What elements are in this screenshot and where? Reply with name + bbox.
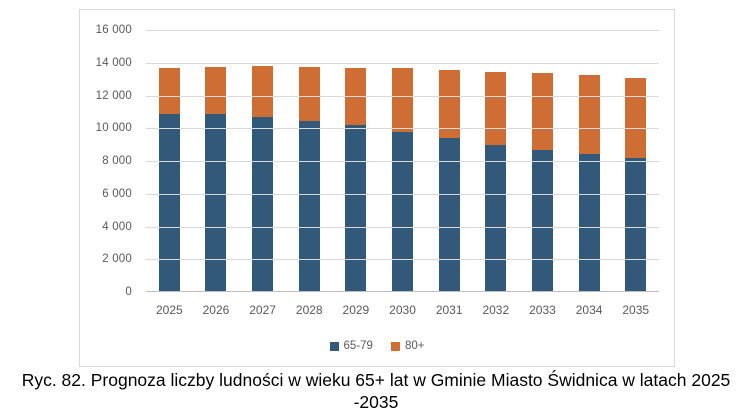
bar-segment-80+-2033 <box>531 73 553 150</box>
stacked-bar-2030 <box>392 30 414 292</box>
y-axis-tick-label: 10 000 <box>95 122 132 135</box>
stacked-bar-2034 <box>578 30 600 292</box>
stacked-bar-2032 <box>485 30 507 292</box>
figure-caption: Ryc. 82. Prognoza liczby ludności w wiek… <box>0 369 752 413</box>
x-axis-tick-label: 2026 <box>202 303 230 317</box>
chart-area: 0 2 000 4 000 6 000 8 000 10 000 12 000 14 000 1… <box>79 9 675 367</box>
bar-segment-80+-2026 <box>205 66 227 115</box>
bar-segment-65-79-2031 <box>438 138 460 292</box>
bar-segment-65-79-2035 <box>625 157 647 292</box>
bar-slot-2027 <box>239 30 286 292</box>
bar-segment-65-79-2032 <box>485 144 507 292</box>
gridline <box>146 226 659 228</box>
bar-slot-2035 <box>612 30 659 292</box>
bar-segment-80+-2034 <box>578 75 600 154</box>
bar-slot-2031 <box>426 30 473 292</box>
bar-slot-2032 <box>472 30 519 292</box>
y-axis-tick-label: 6 000 <box>102 187 132 200</box>
stacked-bar-2031 <box>438 30 460 292</box>
plot-area <box>146 30 659 292</box>
bar-segment-80+-2035 <box>625 77 647 158</box>
bar-segment-80+-2027 <box>252 66 274 117</box>
bars-container <box>146 30 659 292</box>
x-axis-tick-label: 2032 <box>482 303 510 317</box>
bar-segment-80+-2032 <box>485 71 507 145</box>
bar-slot-2028 <box>286 30 333 292</box>
x-axis-tick-label: 2025 <box>155 303 183 317</box>
stacked-bar-2028 <box>298 30 320 292</box>
bar-segment-65-79-2029 <box>345 124 367 292</box>
x-axis-tick-label: 2030 <box>389 303 416 317</box>
x-axis: 2025 2026 2027 2028 2029 2030 2031 2032 2033 2034… <box>146 302 659 318</box>
y-axis-tick-label: 4 000 <box>102 220 132 233</box>
bar-slot-2030 <box>379 30 426 292</box>
legend-label: 65-79 <box>343 340 373 352</box>
bar-slot-2034 <box>566 30 613 292</box>
bar-segment-65-79-2028 <box>298 120 320 292</box>
y-axis-tick-label: 14 000 <box>95 56 132 69</box>
stacked-bar-2035 <box>625 30 647 292</box>
figure-caption-line1: Ryc. 82. Prognoza liczby ludności w wiek… <box>21 370 731 390</box>
legend-marker-icon <box>390 341 400 351</box>
y-axis: 0 2 000 4 000 6 000 8 000 10 000 12 000 14 000 1… <box>80 24 132 298</box>
gridline <box>146 62 659 64</box>
gridline <box>146 193 659 195</box>
legend-label: 80+ <box>404 340 425 352</box>
bar-slot-2029 <box>333 30 380 292</box>
x-axis-tick-label: 2029 <box>342 303 370 317</box>
legend-item-65-79: 65-79 <box>329 340 373 352</box>
y-axis-tick-label: 8 000 <box>102 155 132 167</box>
x-axis-tick-label: 2035 <box>622 303 650 317</box>
bar-segment-65-79-2026 <box>205 114 227 292</box>
legend-marker-icon <box>329 341 339 351</box>
y-axis-tick-label: 12 000 <box>95 89 132 102</box>
legend-item-80+: 80+ <box>390 340 425 352</box>
bar-segment-65-79-2033 <box>531 149 553 292</box>
bar-segment-80+-2030 <box>392 68 414 133</box>
bar-segment-65-79-2030 <box>392 132 414 292</box>
gridline <box>146 95 659 97</box>
stacked-bar-2025 <box>158 30 180 292</box>
bar-slot-2033 <box>519 30 566 292</box>
stacked-bar-2027 <box>252 30 274 292</box>
x-axis-tick-label: 2027 <box>249 303 276 317</box>
gridline <box>146 128 659 130</box>
x-axis-tick-label: 2028 <box>295 303 323 317</box>
figure-caption-line2: -2035 <box>353 392 399 412</box>
bar-slot-2026 <box>193 30 240 292</box>
x-axis-tick-label: 2034 <box>575 303 603 317</box>
legend: 65-79 80+ <box>80 340 674 352</box>
y-axis-tick-label: 2 000 <box>102 253 132 266</box>
bar-segment-80+-2025 <box>158 67 180 114</box>
bar-segment-65-79-2027 <box>252 116 274 292</box>
stacked-bar-2026 <box>205 30 227 292</box>
x-axis-tick-label: 2033 <box>529 303 556 317</box>
x-axis-line <box>146 291 659 292</box>
bar-segment-65-79-2025 <box>158 113 180 292</box>
stacked-bar-2033 <box>531 30 553 292</box>
bar-segment-65-79-2034 <box>578 153 600 292</box>
y-axis-tick-label: 0 <box>125 286 132 298</box>
bar-segment-80+-2028 <box>298 66 320 121</box>
gridline <box>146 259 659 261</box>
gridline <box>146 30 659 31</box>
bar-segment-80+-2031 <box>438 70 460 139</box>
bar-slot-2025 <box>146 30 193 292</box>
y-axis-tick-label: 16 000 <box>95 24 132 36</box>
x-axis-tick-label: 2031 <box>435 303 463 317</box>
gridline <box>146 161 659 162</box>
stacked-bar-2029 <box>345 30 367 292</box>
